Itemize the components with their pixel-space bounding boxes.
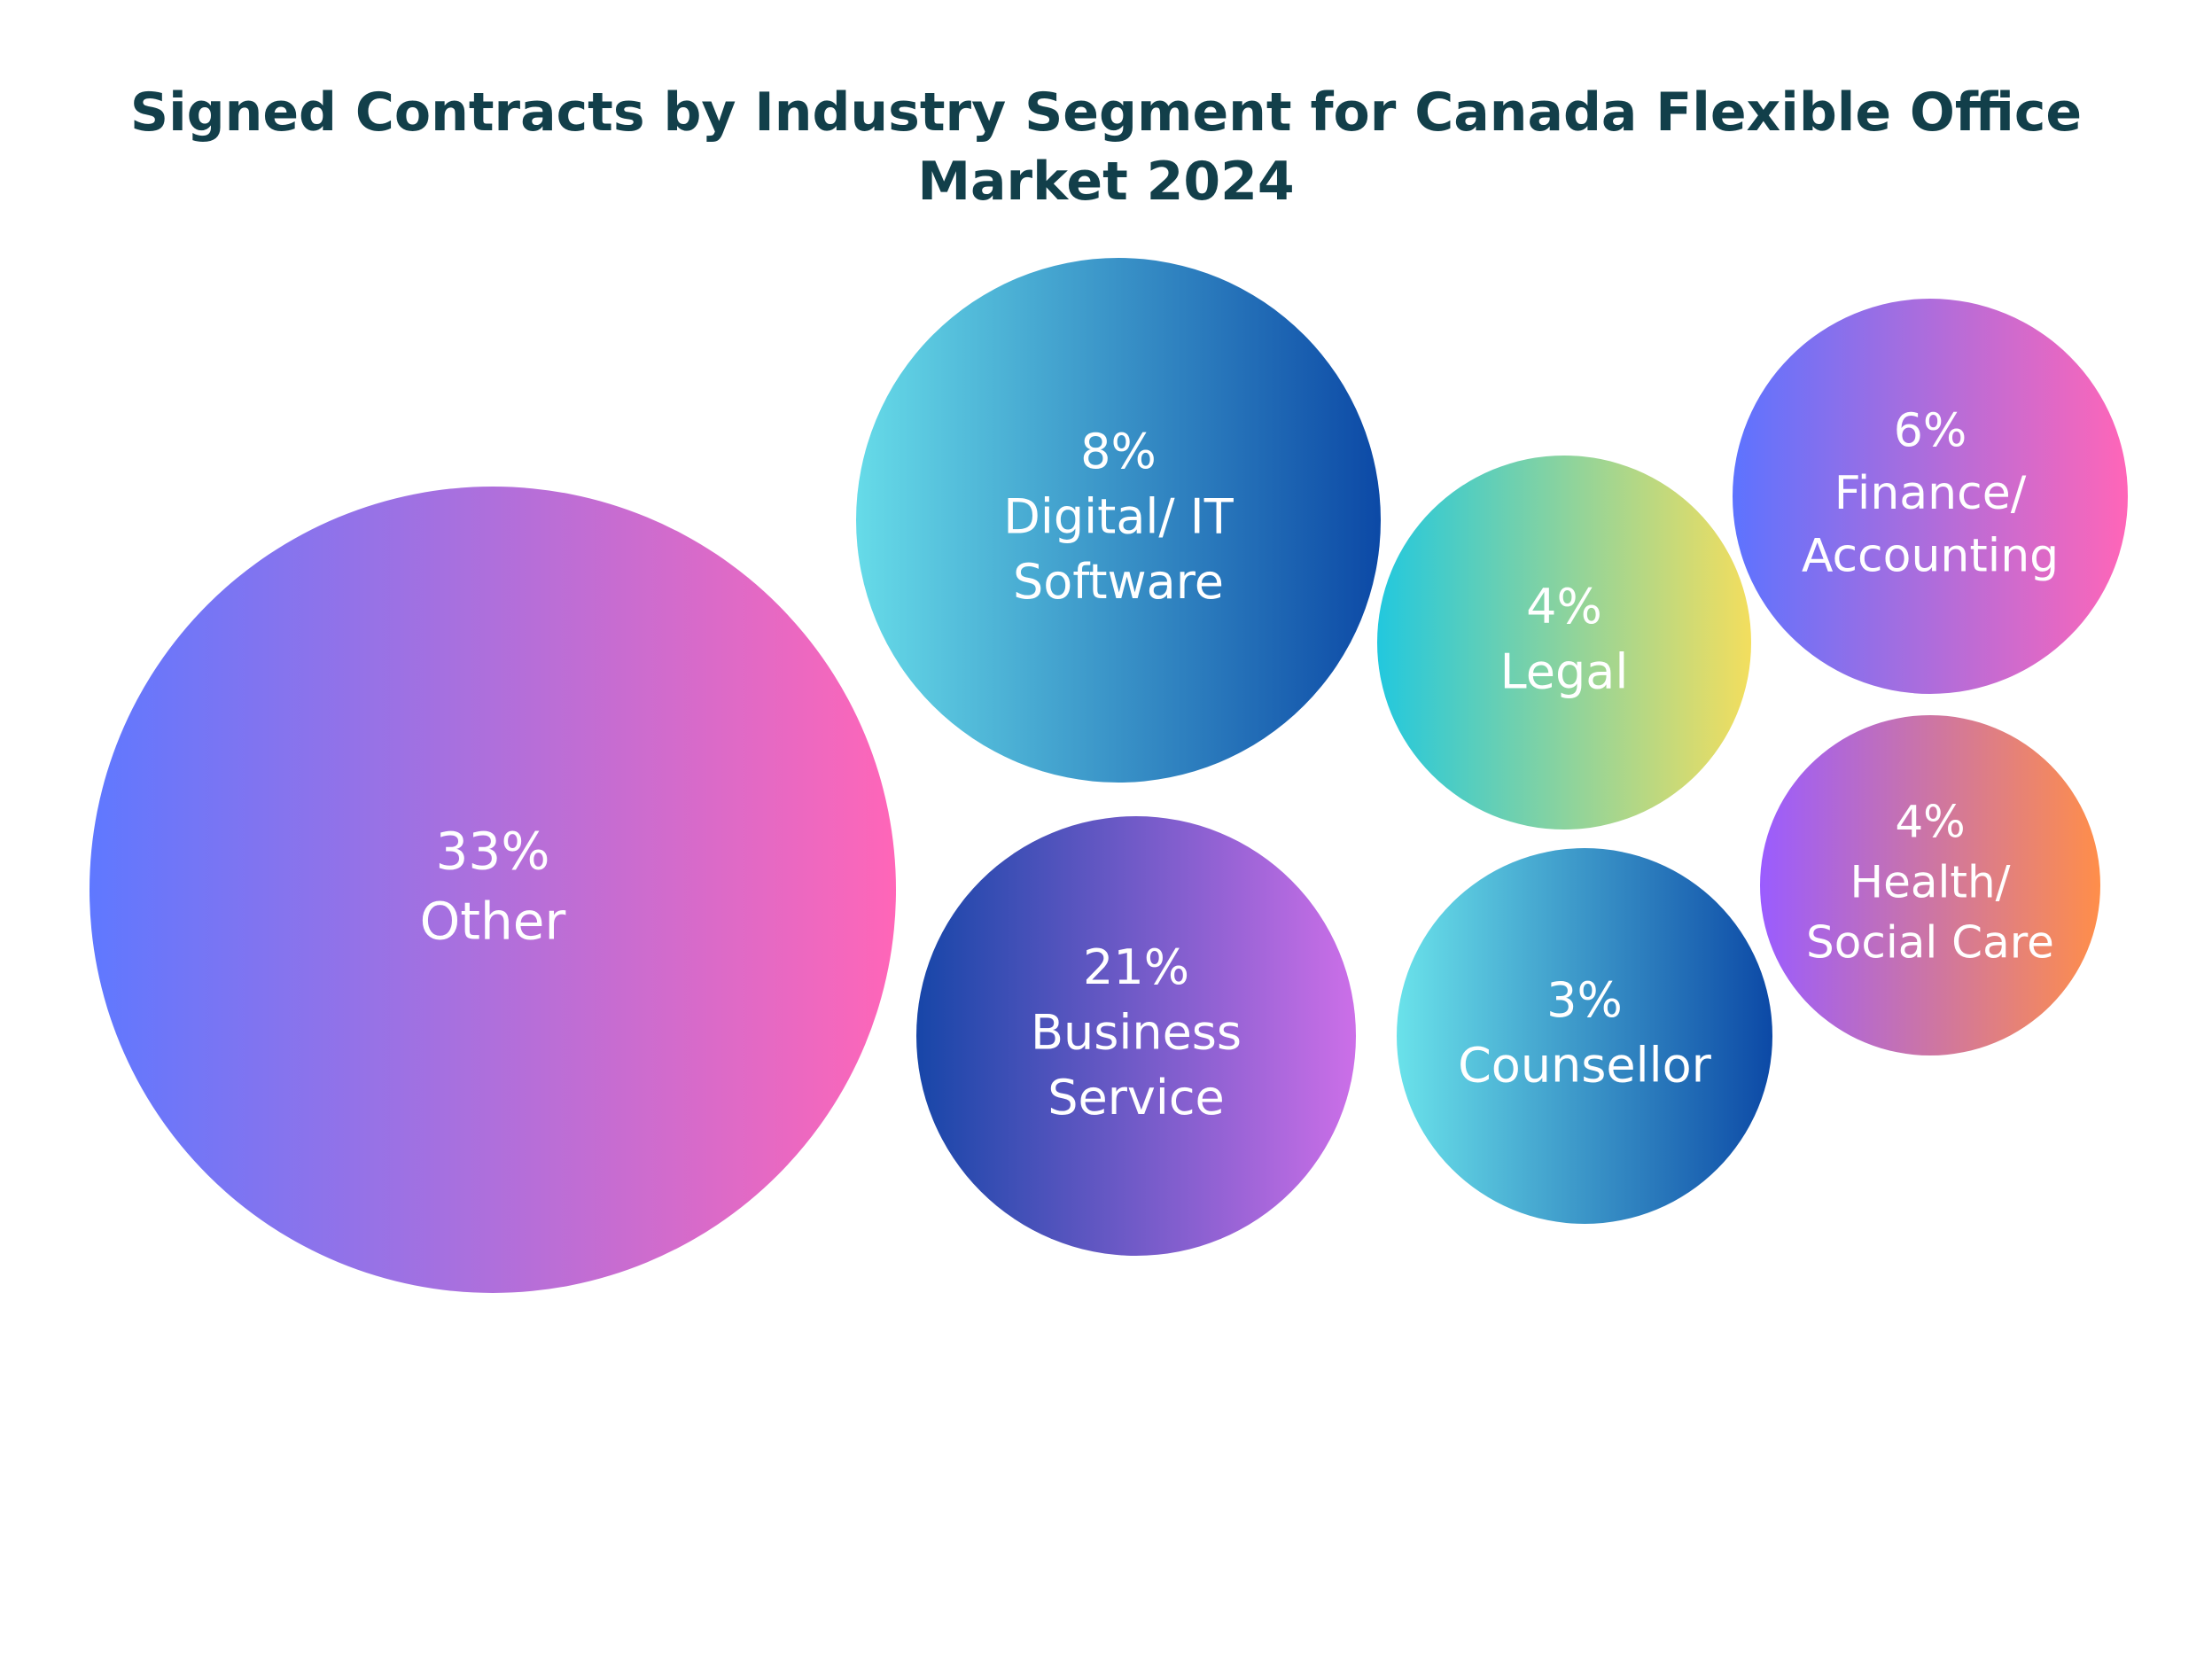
bubble-category-label-health-social-care: Health/ (1850, 857, 2010, 908)
bubble-other: 33% Other (90, 487, 896, 1293)
bubble-circle-digital-it-software (856, 258, 1381, 783)
bubble-value-label-health-social-care: 4% (1895, 797, 1965, 848)
bubble-counsellor: 3% Counsellor (1397, 848, 1772, 1224)
bubble-category-label-health-social-care: Social Care (1806, 917, 2054, 969)
bubble-circle-other (90, 487, 896, 1293)
bubble-category-label-digital-it-software: Software (1013, 554, 1224, 610)
bubble-legal: 4% Legal (1377, 456, 1751, 830)
bubble-value-label-digital-it-software: 8% (1080, 424, 1157, 479)
bubble-category-label-digital-it-software: Digital/ IT (1003, 489, 1234, 545)
bubble-category-label-finance-accounting: Finance/ (1834, 467, 2027, 520)
bubble-category-label-finance-accounting: Accounting (1802, 530, 2059, 583)
bubble-circle-legal (1377, 456, 1751, 830)
bubble-circle-counsellor (1397, 848, 1772, 1224)
bubble-category-label-business-service: Business (1031, 1005, 1242, 1061)
bubble-value-label-business-service: 21% (1083, 939, 1189, 995)
bubble-circle-business-service (916, 816, 1356, 1256)
bubble-business-service: 21% Business Service (916, 816, 1356, 1256)
bubble-digital-it-software: 8% Digital/ IT Software (856, 258, 1381, 783)
bubble-category-label-business-service: Service (1048, 1070, 1225, 1125)
bubble-category-label-legal: Legal (1500, 643, 1629, 699)
chart-title: Signed Contracts by Industry Segment for… (129, 82, 2083, 213)
bubble-category-label-counsellor: Counsellor (1458, 1037, 1712, 1093)
bubble-circle-finance-accounting (1733, 299, 2128, 694)
bubble-value-label-legal: 4% (1526, 579, 1602, 635)
bubble-value-label-counsellor: 3% (1546, 972, 1623, 1028)
bubble-finance-accounting: 6% Finance/Accounting (1733, 299, 2128, 694)
bubble-value-label-other: 33% (436, 822, 550, 882)
bubble-value-label-finance-accounting: 6% (1894, 404, 1967, 457)
bubble-category-label-other: Other (420, 892, 566, 952)
bubble-circle-health-social-care (1760, 715, 2100, 1055)
bubble-health-social-care: 4% Health/Social Care (1760, 715, 2100, 1055)
